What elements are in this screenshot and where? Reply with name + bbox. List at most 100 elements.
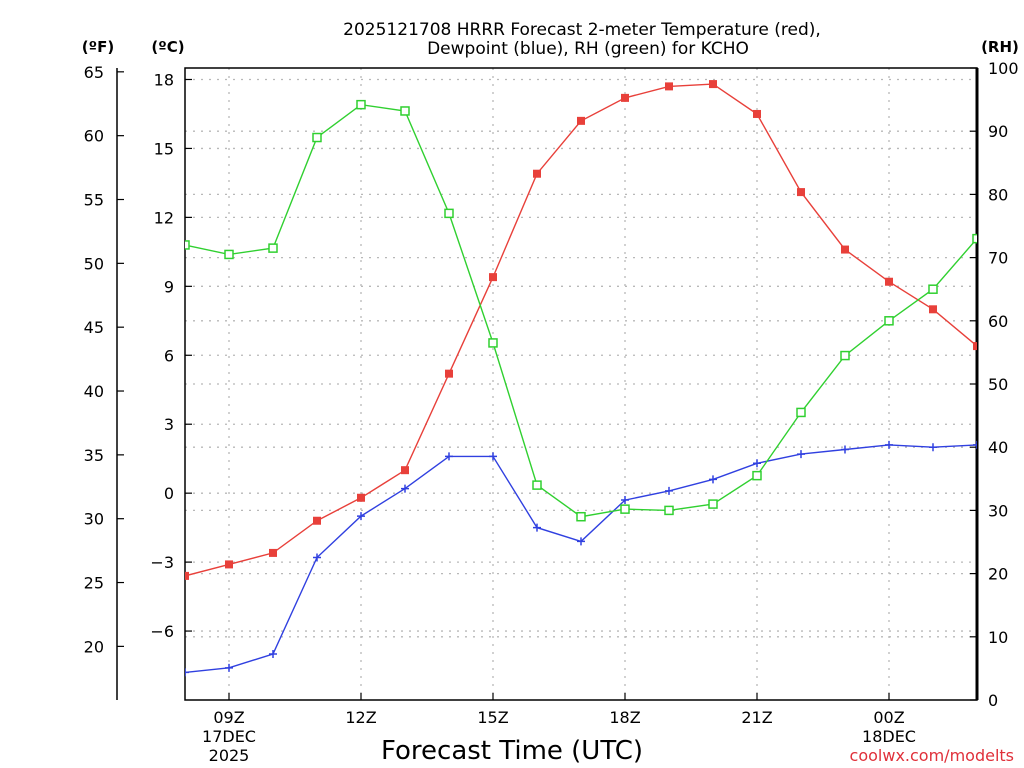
dewpoint-point — [225, 663, 233, 672]
dewpoint-point — [621, 496, 629, 505]
fahrenheit-tick-label: 60 — [84, 127, 104, 146]
rh-tick-label: 10 — [988, 628, 1008, 647]
temperature-point — [929, 305, 937, 314]
temperature-point — [753, 109, 761, 118]
rh-tick-label: 100 — [988, 59, 1019, 78]
fahrenheit-tick-label: 40 — [84, 382, 104, 401]
temperature-point — [577, 116, 585, 125]
rh-tick-label: 40 — [988, 438, 1008, 457]
dewpoint-point — [489, 452, 497, 461]
rh-tick-label: 60 — [988, 312, 1008, 331]
credit-text: coolwx.com/modelts — [850, 746, 1014, 765]
dewpoint-point — [269, 650, 277, 659]
rh-point — [185, 240, 190, 250]
x-tick-year: 2025 — [209, 746, 250, 765]
dewpoint-point — [185, 668, 189, 677]
temperature-point — [533, 169, 541, 178]
celsius-tick-label: 3 — [164, 415, 174, 434]
rh-point — [224, 249, 234, 260]
temperature-point — [665, 82, 673, 91]
fahrenheit-tick-label: 20 — [84, 637, 104, 656]
temperature-point — [357, 493, 365, 502]
temperature-point — [225, 560, 233, 569]
dewpoint-point — [665, 486, 673, 495]
dewpoint-point — [533, 523, 541, 532]
dewpoint-point — [753, 459, 761, 468]
temperature-point — [797, 188, 805, 197]
dewpoint-line — [185, 444, 977, 674]
rh-point — [752, 470, 762, 481]
temperature-point — [885, 277, 893, 286]
temperature-point — [841, 245, 849, 254]
fahrenheit-tick-label: 30 — [84, 510, 104, 529]
temperature-point — [973, 342, 977, 351]
fahrenheit-unit-label: (ºF) — [82, 38, 114, 56]
dewpoint-point — [797, 450, 805, 459]
fahrenheit-tick-label: 25 — [84, 574, 104, 593]
celsius-tick-label: 9 — [164, 277, 174, 296]
chart-title-line1: 2025121708 HRRR Forecast 2-meter Tempera… — [343, 20, 821, 40]
x-tick-label: 12Z — [345, 708, 376, 727]
fahrenheit-tick-label: 50 — [84, 254, 104, 273]
dewpoint-series — [185, 440, 977, 677]
dewpoint-point — [841, 445, 849, 454]
tick-labels: 656055504540353025201815129630−3−6100908… — [84, 59, 1019, 765]
temperature-point — [313, 516, 321, 525]
rh-point — [488, 338, 498, 348]
x-axis-title: Forecast Time (UTC) — [381, 736, 643, 766]
chart-title-line2: Dewpoint (blue), RH (green) for KCHO — [427, 39, 749, 59]
rh-point — [400, 106, 410, 116]
rh-point — [532, 480, 542, 490]
dewpoint-point — [357, 512, 365, 521]
dewpoint-point — [929, 443, 937, 452]
x-tick-label: 00Z — [873, 708, 904, 727]
temperature-point — [621, 93, 629, 102]
dewpoint-point — [313, 553, 321, 562]
celsius-tick-label: −3 — [150, 553, 174, 572]
rh-line — [185, 103, 977, 518]
dewpoint-point — [885, 440, 893, 449]
data-series — [185, 80, 977, 677]
celsius-tick-label: 6 — [164, 346, 174, 365]
x-tick-label: 15Z — [477, 708, 508, 727]
dewpoint-point — [973, 440, 977, 449]
temperature-point — [269, 548, 277, 557]
rh-tick-label: 50 — [988, 375, 1008, 394]
celsius-tick-label: 15 — [154, 139, 174, 158]
rh-unit-label: (RH) — [981, 38, 1019, 56]
temperature-line — [185, 83, 977, 577]
temperature-series — [185, 80, 977, 580]
rh-point — [840, 350, 850, 361]
rh-point — [312, 132, 322, 143]
rh-point — [664, 505, 674, 516]
celsius-tick-label: 0 — [164, 484, 174, 503]
celsius-tick-label: −6 — [150, 622, 174, 641]
rh-point — [444, 208, 454, 219]
x-tick-label: 21Z — [741, 708, 772, 727]
grid-lines — [185, 68, 977, 700]
axes — [116, 67, 979, 701]
rh-tick-label: 70 — [988, 249, 1008, 268]
dewpoint-point — [401, 484, 409, 493]
dewpoint-point — [709, 475, 717, 484]
celsius-tick-label: 12 — [154, 208, 174, 227]
temperature-point — [401, 466, 409, 475]
rh-point — [356, 99, 366, 110]
rh-series — [185, 99, 977, 522]
x-tick-label: 09Z — [213, 708, 244, 727]
temperature-point — [709, 80, 717, 89]
rh-tick-label: 90 — [988, 122, 1008, 141]
celsius-tick-label: 18 — [154, 70, 174, 89]
rh-point — [928, 284, 938, 294]
temperature-point — [185, 571, 189, 580]
fahrenheit-tick-label: 35 — [84, 446, 104, 465]
rh-tick-label: 80 — [988, 185, 1008, 204]
rh-point — [972, 233, 977, 244]
rh-tick-label: 20 — [988, 565, 1008, 584]
temperature-point — [445, 369, 453, 378]
x-tick-date: 18DEC — [862, 727, 916, 746]
rh-tick-label: 0 — [988, 691, 998, 710]
rh-point — [884, 316, 894, 326]
dewpoint-point — [577, 537, 585, 546]
